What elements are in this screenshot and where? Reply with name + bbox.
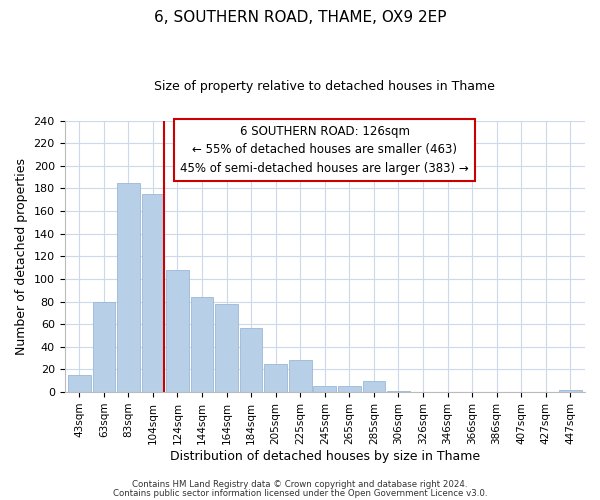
Bar (362, 381, 385, 392)
Text: 6, SOUTHERN ROAD, THAME, OX9 2EP: 6, SOUTHERN ROAD, THAME, OX9 2EP (154, 10, 446, 25)
Text: 6 SOUTHERN ROAD: 126sqm
← 55% of detached houses are smaller (463)
45% of semi-d: 6 SOUTHERN ROAD: 126sqm ← 55% of detache… (181, 124, 469, 174)
Bar (191, 297, 214, 392)
Bar (265, 364, 287, 392)
Bar (387, 391, 410, 392)
Bar (559, 390, 581, 392)
Bar (313, 386, 336, 392)
Bar (117, 183, 140, 392)
Text: Contains public sector information licensed under the Open Government Licence v3: Contains public sector information licen… (113, 488, 487, 498)
Bar (289, 360, 311, 392)
X-axis label: Distribution of detached houses by size in Thame: Distribution of detached houses by size … (170, 450, 480, 462)
Bar (215, 304, 238, 392)
Bar (68, 375, 91, 392)
Bar (166, 270, 189, 392)
Y-axis label: Number of detached properties: Number of detached properties (15, 158, 28, 355)
Title: Size of property relative to detached houses in Thame: Size of property relative to detached ho… (154, 80, 495, 93)
Bar (240, 328, 262, 392)
Bar (142, 194, 164, 392)
Text: Contains HM Land Registry data © Crown copyright and database right 2024.: Contains HM Land Registry data © Crown c… (132, 480, 468, 489)
Bar (92, 302, 115, 392)
Bar (338, 386, 361, 392)
